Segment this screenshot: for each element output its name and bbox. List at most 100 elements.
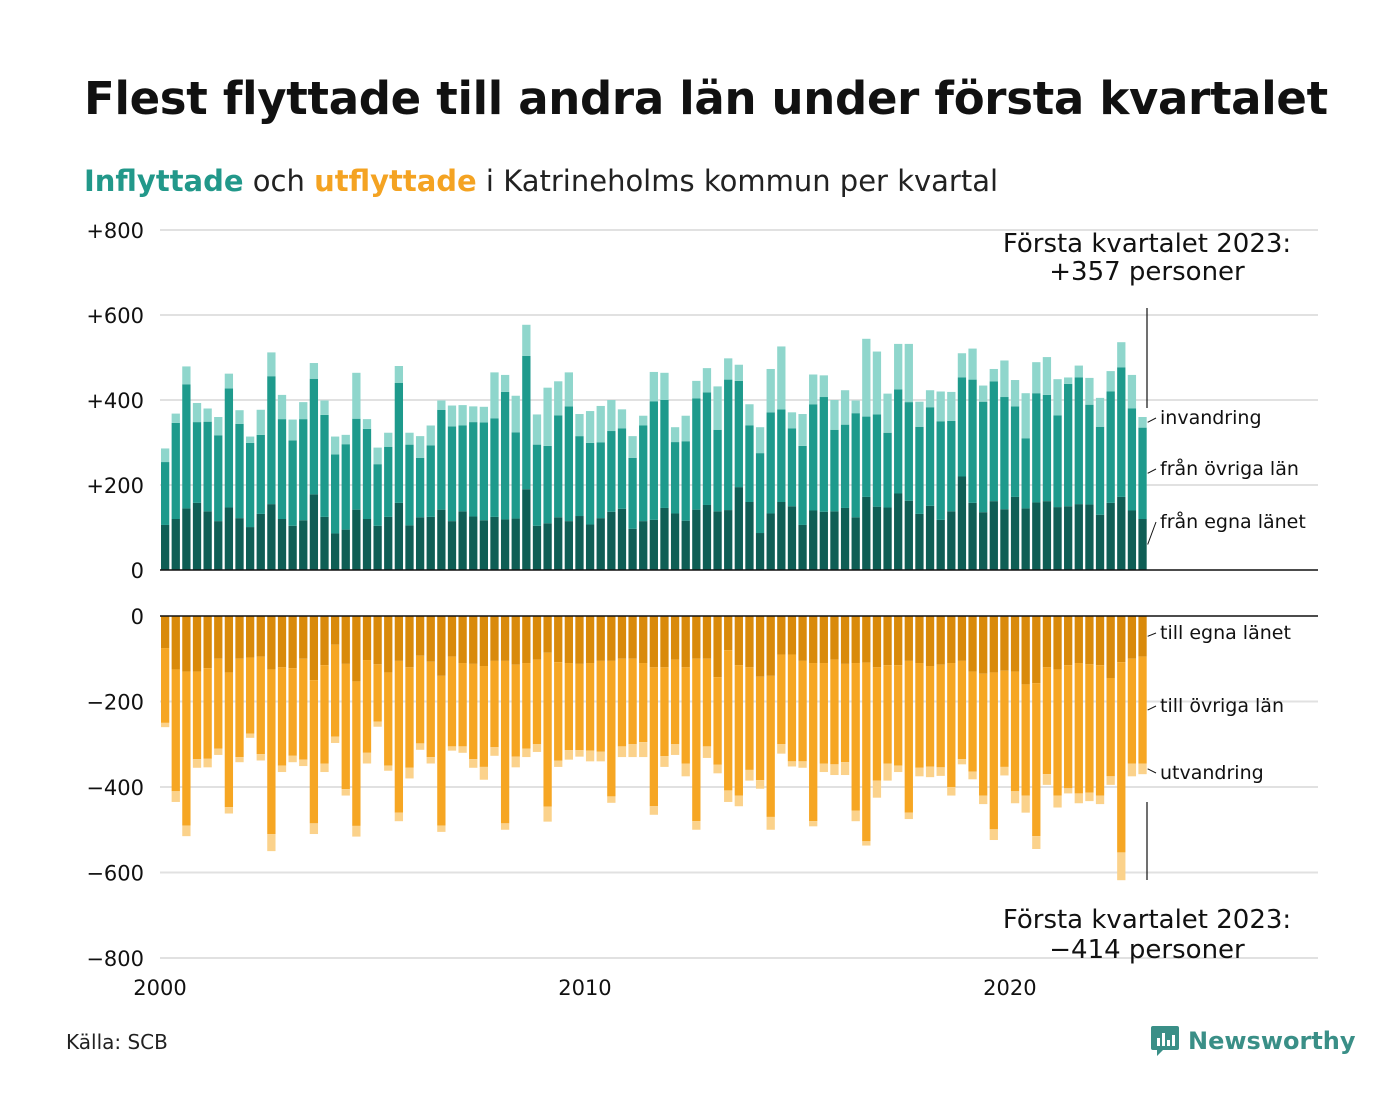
bar-segment [1117, 342, 1126, 368]
bar-segment [894, 493, 903, 570]
bar-segment [161, 448, 170, 463]
bar-segment [405, 667, 414, 768]
bar-segment [734, 364, 743, 381]
bar-segment [161, 462, 170, 525]
bar-segment [830, 429, 839, 512]
bar-segment [362, 660, 372, 753]
bar-segment [214, 435, 223, 522]
bar-segment [862, 416, 871, 497]
bar-segment [585, 616, 595, 664]
bar-segment [1074, 377, 1083, 505]
bar-segment [1010, 791, 1020, 804]
bar-segment [554, 517, 563, 570]
bar-segment [415, 616, 425, 656]
bar-segment [628, 528, 637, 570]
bar-segment [989, 829, 998, 841]
bar-segment [245, 733, 255, 738]
bar-segment [320, 665, 329, 764]
bar-segment [968, 771, 977, 780]
bar-segment [1085, 792, 1094, 802]
bar-segment [575, 414, 584, 437]
bar-segment [979, 512, 988, 570]
subtitle-rest: i Katrineholms kommun per kvartal [476, 164, 999, 198]
bar-segment [830, 659, 839, 765]
bar-segment [299, 402, 308, 420]
bar-segment [288, 755, 297, 763]
bar-segment [713, 511, 722, 570]
bar-segment [702, 746, 712, 758]
bar-segment [352, 372, 361, 419]
bar-segment [394, 660, 404, 813]
bar-segment [830, 511, 839, 570]
bar-segment [458, 425, 467, 512]
bar-segment [734, 380, 743, 488]
bar-segment [171, 616, 180, 670]
chart-title: Flest flyttade till andra län under förs… [84, 72, 1328, 125]
bar-segment [724, 650, 733, 791]
bar-segment [1074, 793, 1083, 804]
bar-segment [925, 666, 935, 767]
bar-segment [979, 385, 988, 402]
bar-segment [968, 348, 977, 380]
bar-segment [373, 447, 382, 465]
bar-segment [713, 616, 722, 678]
bar-segment [479, 666, 489, 767]
bar-segment [862, 496, 871, 570]
bar-segment [745, 404, 754, 426]
bar-segment [936, 767, 945, 776]
bar-segment [267, 376, 276, 505]
bar-segment [330, 533, 340, 570]
bar-segment [979, 673, 988, 796]
bar-segment [171, 422, 180, 519]
bar-segment [490, 660, 499, 748]
bar-segment [702, 504, 712, 570]
bar-segment [511, 432, 520, 519]
bar-segment [192, 422, 202, 503]
bar-segment [1117, 852, 1126, 881]
bar-segment [968, 671, 977, 772]
bar-segment [596, 616, 605, 661]
bar-segment [862, 338, 871, 417]
bar-segment [554, 381, 563, 416]
bar-segment [681, 763, 690, 777]
bar-segment [904, 812, 913, 820]
bar-segment [925, 505, 935, 570]
bar-segment [245, 436, 255, 443]
bar-segment [1095, 397, 1105, 427]
bar-segment [1021, 393, 1030, 439]
bar-segment [840, 663, 850, 763]
bar-segment [479, 520, 489, 570]
bar-segment [235, 410, 244, 424]
bar-segment [925, 616, 935, 667]
bar-segment [925, 390, 935, 408]
bar-segment [405, 616, 414, 668]
bar-segment [947, 420, 956, 512]
bar-segment [915, 616, 924, 664]
bar-segment [405, 432, 414, 445]
bar-segment [469, 406, 478, 423]
bar-segment [766, 412, 775, 514]
bar-segment [989, 616, 998, 673]
bar-segment [384, 672, 393, 766]
bar-segment [309, 823, 319, 835]
bar-segment [947, 787, 956, 796]
bar-segment [777, 346, 786, 410]
bar-segment [564, 663, 573, 751]
bar-segment [309, 494, 319, 570]
bar-segment [415, 517, 425, 570]
bar-segment [522, 324, 531, 356]
bar-segment [362, 752, 372, 764]
bar-segment [1032, 393, 1041, 503]
bar-segment [479, 616, 489, 667]
bar-segment [628, 436, 637, 458]
y-tick-label-top: +200 [86, 474, 144, 498]
bar-segment [320, 763, 329, 773]
bar-segment [1074, 365, 1083, 378]
bar-segment [543, 616, 552, 653]
bar-segment [330, 436, 340, 455]
bar-segment [639, 415, 648, 426]
bar-segment [872, 616, 882, 668]
bar-segment [362, 519, 372, 570]
x-tick-label: 2010 [558, 976, 611, 1000]
bar-segment [1138, 763, 1147, 775]
